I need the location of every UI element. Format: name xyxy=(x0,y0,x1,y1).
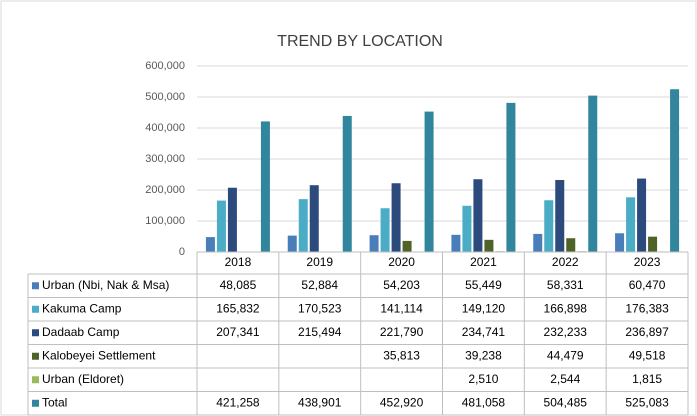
legend-label: Total xyxy=(42,395,67,409)
chart-title: TREND BY LOCATION xyxy=(277,33,443,50)
x-tick-label: 2023 xyxy=(634,255,661,269)
table-value: 165,832 xyxy=(216,301,260,315)
table-value: 55,449 xyxy=(465,278,502,292)
table-value: 2,544 xyxy=(550,372,580,386)
legend-key xyxy=(32,305,39,313)
table-value: 236,897 xyxy=(625,325,669,339)
y-tick-label: 400,000 xyxy=(145,122,185,134)
bar xyxy=(424,111,434,252)
table-value: 48,085 xyxy=(220,278,257,292)
bar xyxy=(670,89,680,252)
legend-key xyxy=(32,376,39,384)
table-value: 481,058 xyxy=(462,395,506,409)
table-value: 525,083 xyxy=(625,395,669,409)
bar xyxy=(473,179,483,252)
bar xyxy=(309,185,319,252)
bar xyxy=(648,236,658,252)
bar xyxy=(588,95,598,252)
y-tick-label: 600,000 xyxy=(145,60,185,72)
legend-label: Dadaab Camp xyxy=(42,325,120,339)
table-value: 141,114 xyxy=(380,301,423,315)
bar xyxy=(227,187,237,252)
bar xyxy=(462,205,472,252)
bar xyxy=(391,183,401,252)
y-tick-label: 200,000 xyxy=(145,184,185,196)
table-value: 221,790 xyxy=(380,325,424,339)
bar xyxy=(260,121,270,252)
table-value: 215,494 xyxy=(298,325,342,339)
legend-key xyxy=(32,399,39,407)
table-value: 421,258 xyxy=(216,395,260,409)
bar xyxy=(484,239,494,252)
legend-key xyxy=(32,282,39,290)
x-tick-label: 2022 xyxy=(552,255,579,269)
bar xyxy=(369,235,379,252)
bar xyxy=(566,238,576,252)
y-tick-label: 300,000 xyxy=(145,153,185,165)
table-value: 166,898 xyxy=(544,301,588,315)
table-value: 176,383 xyxy=(625,301,669,315)
bar xyxy=(615,233,625,252)
table-value: 149,120 xyxy=(462,301,506,315)
bar xyxy=(298,199,308,252)
table-value: 234,741 xyxy=(462,325,506,339)
table-value: 1,815 xyxy=(632,372,662,386)
bar xyxy=(555,180,565,252)
legend-label: Urban (Nbi, Nak & Msa) xyxy=(42,278,169,292)
table-value: 438,901 xyxy=(298,395,342,409)
table-value: 52,884 xyxy=(301,278,338,292)
table-value: 58,331 xyxy=(547,278,584,292)
table-value: 49,518 xyxy=(629,348,666,362)
y-tick-label: 0 xyxy=(179,246,185,258)
legend-key xyxy=(32,352,39,360)
legend-label: Kakuma Camp xyxy=(42,301,122,315)
table-value: 35,813 xyxy=(383,348,420,362)
table-value: 232,233 xyxy=(544,325,588,339)
bar xyxy=(380,208,390,252)
table-value: 60,470 xyxy=(629,278,666,292)
table-value: 170,523 xyxy=(298,301,342,315)
table-value: 44,479 xyxy=(547,348,584,362)
y-tick-label: 100,000 xyxy=(145,215,185,227)
bar xyxy=(342,115,352,252)
legend-label: Kalobeyei Settlement xyxy=(42,348,156,362)
x-tick-label: 2018 xyxy=(225,255,252,269)
x-tick-label: 2021 xyxy=(470,255,497,269)
bar xyxy=(506,102,516,253)
table-value: 39,238 xyxy=(465,348,502,362)
bar xyxy=(451,234,461,252)
x-tick-label: 2019 xyxy=(306,255,333,269)
legend-key xyxy=(32,329,39,337)
bar xyxy=(287,235,297,252)
table-value: 452,920 xyxy=(380,395,424,409)
bar xyxy=(533,233,543,252)
bar xyxy=(544,200,554,252)
table-value: 207,341 xyxy=(216,325,260,339)
table-value: 504,485 xyxy=(544,395,588,409)
bar xyxy=(205,237,215,252)
table-value: 54,203 xyxy=(383,278,420,292)
table-value: 2,510 xyxy=(468,372,498,386)
bar xyxy=(216,200,226,252)
bar xyxy=(637,178,647,252)
x-tick-label: 2020 xyxy=(388,255,415,269)
legend-label: Urban (Eldoret) xyxy=(42,372,124,386)
bar xyxy=(626,197,636,252)
y-tick-label: 500,000 xyxy=(145,91,185,103)
bar xyxy=(402,240,412,252)
